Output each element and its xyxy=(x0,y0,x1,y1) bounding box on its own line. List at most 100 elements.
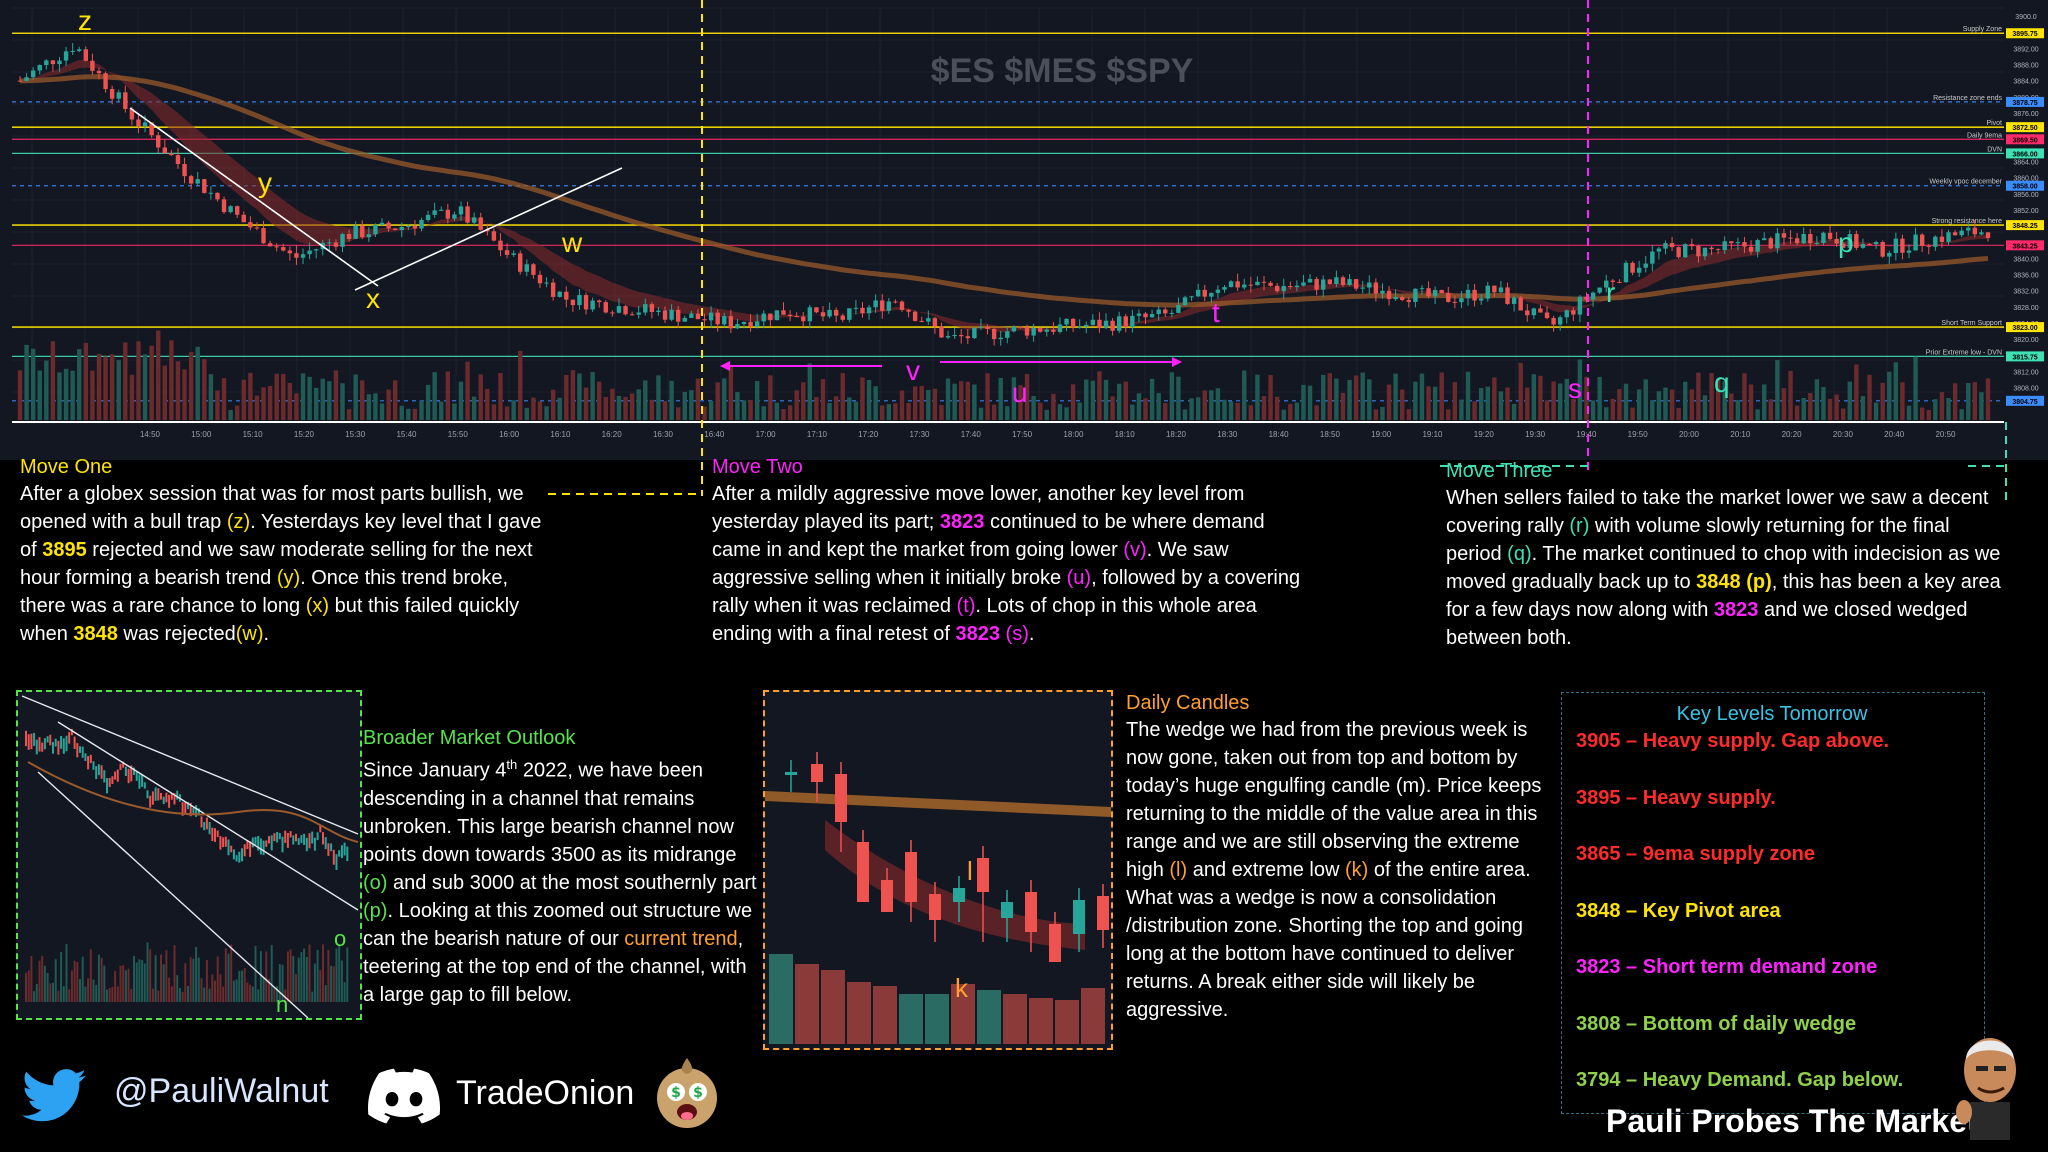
candle-body xyxy=(50,60,56,65)
candle-body xyxy=(333,242,339,247)
volume-bar xyxy=(1136,393,1142,420)
broader-candle xyxy=(30,733,33,750)
volume-bar xyxy=(1360,372,1365,420)
candle-body xyxy=(682,317,687,322)
volume-bar xyxy=(465,361,470,420)
broader-volume xyxy=(25,972,27,1002)
volume-bar xyxy=(1590,400,1596,420)
broader-candle xyxy=(313,837,316,851)
volume-bar xyxy=(1044,409,1049,420)
volume-bar xyxy=(90,370,95,420)
annotation-v: v xyxy=(906,355,920,386)
candle-body xyxy=(1011,326,1017,332)
volume-bar xyxy=(1966,383,1971,420)
time-tick-label: 20:10 xyxy=(1730,430,1751,439)
candle-body xyxy=(1518,297,1523,311)
time-tick-label: 18:50 xyxy=(1320,430,1341,439)
volume-bar xyxy=(840,373,845,420)
volume-bar xyxy=(70,370,75,420)
broader-candle xyxy=(43,738,46,750)
candle-body xyxy=(1617,281,1622,283)
volume-bar xyxy=(1261,396,1267,420)
volume-bar xyxy=(985,373,990,420)
volume-bar xyxy=(1689,389,1695,420)
volume-bar xyxy=(116,360,121,420)
candle-body xyxy=(142,122,148,127)
volume-bar xyxy=(1031,395,1036,420)
broader-volume xyxy=(316,949,319,1002)
broader-candle xyxy=(295,833,297,842)
daily-volume-bar xyxy=(1003,994,1027,1044)
broader-candle xyxy=(346,846,349,862)
candle-body xyxy=(386,222,391,229)
volume-bar xyxy=(1525,387,1530,420)
channel-mid-line xyxy=(57,721,359,911)
twitter-handle[interactable]: @PauliWalnut xyxy=(114,1072,329,1110)
volume-bar xyxy=(1103,379,1109,420)
candle-body xyxy=(1393,297,1398,300)
candle-body xyxy=(1222,287,1227,290)
broader-volume xyxy=(305,956,308,1002)
key-level-item: 3848 – Key Pivot area xyxy=(1576,899,1781,922)
broader-volume xyxy=(162,964,165,1002)
volume-bar xyxy=(44,360,49,420)
candle-body xyxy=(313,249,319,251)
candle-body xyxy=(1044,329,1049,332)
broader-volume xyxy=(149,949,152,1002)
candle-body xyxy=(787,314,793,317)
candle-body xyxy=(1432,289,1438,297)
volume-bar xyxy=(1156,393,1161,420)
daily-candle-body xyxy=(1073,900,1085,934)
broader-candle xyxy=(49,734,52,746)
broader-volume xyxy=(332,966,335,1002)
candle-body xyxy=(1952,232,1958,236)
broader-candle xyxy=(259,838,262,855)
candle-body xyxy=(1788,237,1793,239)
daily-volume-bar xyxy=(951,984,975,1044)
candle-body xyxy=(1156,309,1161,315)
broader-candle xyxy=(54,738,57,747)
candle-body xyxy=(1031,328,1036,336)
candle-body xyxy=(1887,252,1892,257)
volume-bar xyxy=(1623,383,1629,420)
broader-candle xyxy=(241,848,243,862)
volume-bar xyxy=(1919,407,1925,420)
broader-candle xyxy=(176,790,179,800)
broader-candle xyxy=(97,764,100,776)
level-price-value: 3848.25 xyxy=(2012,223,2037,230)
level-name: Short Term Support xyxy=(1941,320,2002,327)
volume-bar xyxy=(1011,377,1017,420)
daily-candle-chart: lk xyxy=(765,692,1111,1048)
level-name: Daily 9ema xyxy=(1967,132,2002,139)
broader-candle xyxy=(151,791,154,805)
volume-bar xyxy=(1946,397,1951,420)
discord-name[interactable]: TradeOnion xyxy=(456,1074,635,1112)
broader-volume xyxy=(340,960,343,1002)
candle-body xyxy=(1854,234,1859,248)
candle-body xyxy=(1531,308,1537,316)
volume-bar xyxy=(761,406,766,420)
candle-body xyxy=(511,253,516,255)
candle-body xyxy=(912,311,918,321)
candle-body xyxy=(1781,233,1787,238)
candle-body xyxy=(485,229,490,232)
candle-body xyxy=(1959,230,1964,236)
broader-candle xyxy=(289,831,292,838)
broader-candle xyxy=(192,807,195,814)
move-one-block: Move One After a globex session that was… xyxy=(20,454,550,648)
volume-bar xyxy=(37,370,42,420)
level-name: DVN xyxy=(1987,146,2002,153)
broader-candle xyxy=(338,850,341,857)
volume-bar xyxy=(1913,356,1918,420)
volume-bar xyxy=(1821,386,1826,420)
candle-body xyxy=(1650,251,1655,264)
broader-volume xyxy=(249,984,252,1002)
volume-bar xyxy=(893,403,898,420)
volume-bar xyxy=(1768,399,1773,420)
time-tick-label: 18:40 xyxy=(1269,430,1290,439)
volume-bar xyxy=(577,373,582,420)
broader-volume xyxy=(92,979,95,1002)
key-level-item: 3865 – 9ema supply zone xyxy=(1576,843,1816,865)
candle-body xyxy=(458,206,464,215)
